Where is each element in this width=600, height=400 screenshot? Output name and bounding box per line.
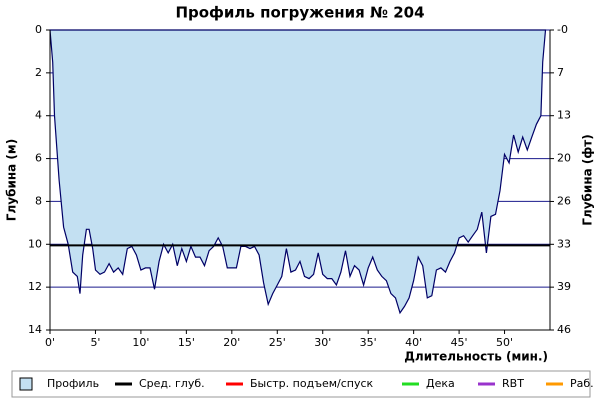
- y2-tick-label: 33: [557, 237, 571, 250]
- legend-swatch: [19, 377, 33, 391]
- x-tick-label: 15': [178, 336, 195, 349]
- y2-tick-label: 26: [557, 194, 571, 207]
- x-tick-label: 35': [360, 336, 377, 349]
- x-tick-label: 40': [405, 336, 422, 349]
- y2-tick-label: 46: [557, 323, 571, 336]
- chart-title: Профиль погружения № 204: [175, 4, 424, 22]
- y-tick-label: 12: [28, 280, 42, 293]
- x-tick-label: 50': [496, 336, 513, 349]
- y-axis-label: Глубина (м): [5, 139, 19, 221]
- x-tick-label: 30': [314, 336, 331, 349]
- y-tick-label: 6: [35, 152, 42, 165]
- y-tick-label: 10: [28, 237, 42, 250]
- legend-label: Профиль: [47, 377, 99, 390]
- y2-tick-label: -0: [557, 23, 568, 36]
- y-tick-label: 4: [35, 109, 42, 122]
- y-tick-label: 8: [35, 194, 42, 207]
- legend-label: Раб.: [570, 377, 594, 390]
- y-tick-label: 14: [28, 323, 42, 336]
- profile-area: [49, 29, 547, 315]
- y-tick-label: 2: [35, 66, 42, 79]
- x-tick-label: 0': [45, 336, 55, 349]
- x-tick-label: 5': [90, 336, 100, 349]
- x-tick-label: 45': [451, 336, 468, 349]
- legend-label: Быстр. подъем/спуск: [250, 377, 374, 390]
- y2-tick-label: 7: [557, 66, 564, 79]
- x-tick-label: 25': [269, 336, 286, 349]
- y2-tick-label: 39: [557, 280, 571, 293]
- legend-label: RBT: [502, 377, 524, 390]
- y-tick-label: 0: [35, 23, 42, 36]
- legend-label: Сред. глуб.: [139, 377, 205, 390]
- x-tick-label: 20': [223, 336, 240, 349]
- y2-tick-label: 13: [557, 109, 571, 122]
- x-tick-label: 10': [132, 336, 149, 349]
- legend-label: Дека: [426, 377, 455, 390]
- y2-axis-label: Глубина (фт): [581, 134, 595, 225]
- y2-tick-label: 20: [557, 152, 571, 165]
- x-axis-label: Длительность (мин.): [404, 350, 548, 364]
